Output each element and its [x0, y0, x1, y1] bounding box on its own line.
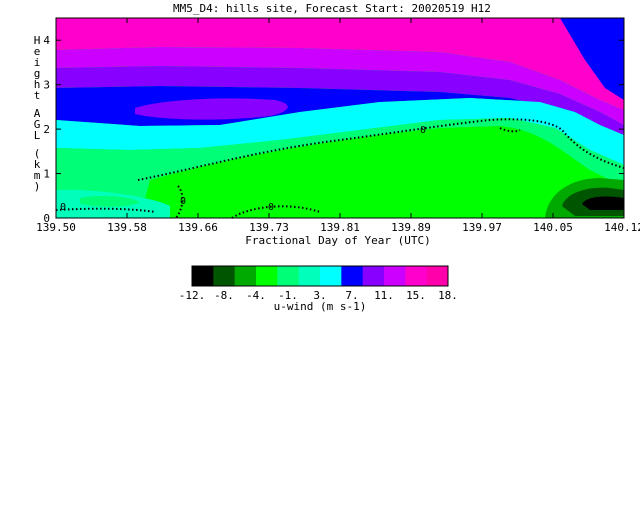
x-tick-label: 139.73: [249, 221, 289, 234]
band-7-11-lens: [135, 98, 288, 120]
band-7-11: [56, 66, 624, 140]
band-neg4-neg1-blob: [80, 195, 140, 207]
y-axis: 0 1 2 3 4: [43, 34, 624, 225]
contour-label: 0: [420, 125, 426, 136]
colorbar-tick-label: 3.: [313, 289, 326, 302]
y-tick-label: 0: [43, 212, 50, 225]
x-tick-label: 139.97: [462, 221, 502, 234]
colorbar-swatch: [298, 266, 321, 286]
contour-label: 0: [268, 202, 274, 213]
colorbar-swatch: [234, 266, 257, 286]
y-axis-label-char: (: [34, 147, 41, 160]
band-15-18: [56, 18, 624, 110]
colorbar-swatch: [277, 266, 300, 286]
y-axis-label-char: e: [34, 45, 41, 58]
y-tick-label: 4: [43, 34, 50, 47]
colorbar-frame: [191, 265, 449, 287]
y-axis-label-char: H: [34, 34, 41, 47]
contour-field: [56, 18, 624, 218]
band-neg8-neg4: [140, 126, 624, 218]
x-tick-label: 139.66: [178, 221, 218, 234]
band-3-7-corner: [560, 18, 624, 100]
y-tick-label: 1: [43, 168, 50, 181]
y-axis-label-char: A: [34, 107, 41, 120]
colorbar-tick-label: 11.: [374, 289, 394, 302]
y-axis-label-char: ): [34, 180, 41, 193]
x-tick-label: 140.12: [604, 221, 640, 234]
x-axis-label: Fractional Day of Year (UTC): [245, 234, 430, 247]
y-axis-label-char: t: [34, 89, 41, 102]
zero-contour: [55, 118, 625, 219]
y-axis-label-char: h: [34, 78, 41, 91]
colorbar-tick-label: -8.: [214, 289, 234, 302]
x-tick-label: 139.81: [320, 221, 360, 234]
colorbar-swatch: [213, 266, 236, 286]
y-axis-label-char: g: [34, 67, 41, 80]
y-tick-label: 2: [43, 123, 50, 136]
colorbar-tick-label: 7.: [345, 289, 358, 302]
chart-title: MM5_D4: hills site, Forecast Start: 2002…: [173, 2, 491, 15]
colorbar-swatch: [362, 266, 385, 286]
colorbar-label: u-wind (m s-1): [274, 300, 367, 313]
x-axis: 139.50 139.58 139.66 139.73 139.81 139.89 139.…: [36, 18, 640, 234]
colorbar-swatch: [192, 266, 214, 286]
colorbar-swatch: [341, 266, 364, 286]
colorbar-tick-label: 15.: [406, 289, 426, 302]
y-axis-label-char: i: [34, 56, 41, 69]
y-axis-label-char: G: [34, 118, 41, 131]
y-axis-label-char: k: [34, 158, 41, 171]
band-11-15: [56, 47, 624, 125]
colorbar-tick-labels: -12. -8. -4. -1. 3. 7. 11. 15. 18.: [179, 289, 458, 302]
colorbar-swatch: [256, 266, 278, 286]
colorbar-tick-label: 18.: [438, 289, 458, 302]
contour-label: 0: [60, 202, 66, 213]
x-tick-label: 139.58: [107, 221, 147, 234]
x-tick-label: 139.89: [391, 221, 431, 234]
band-neg1-3: [56, 98, 624, 165]
y-axis-label-char: m: [34, 169, 41, 182]
colorbar-swatch: [426, 266, 449, 286]
colorbar-swatch: [384, 266, 406, 286]
y-axis-label-char: L: [34, 129, 41, 142]
x-tick-label: 140.05: [533, 221, 573, 234]
colorbar-tick-label: -4.: [246, 289, 266, 302]
y-tick-label: 3: [43, 79, 50, 92]
colorbar-tick-label: -12.: [179, 289, 206, 302]
colorbar: [191, 265, 449, 287]
contour-label: 0: [180, 196, 186, 207]
band-below-neg12: [582, 196, 624, 210]
colorbar-swatch: [320, 266, 342, 286]
colorbar-tick-label: -1.: [278, 289, 298, 302]
x-tick-label: 139.50: [36, 221, 76, 234]
colorbar-swatch: [405, 266, 428, 286]
